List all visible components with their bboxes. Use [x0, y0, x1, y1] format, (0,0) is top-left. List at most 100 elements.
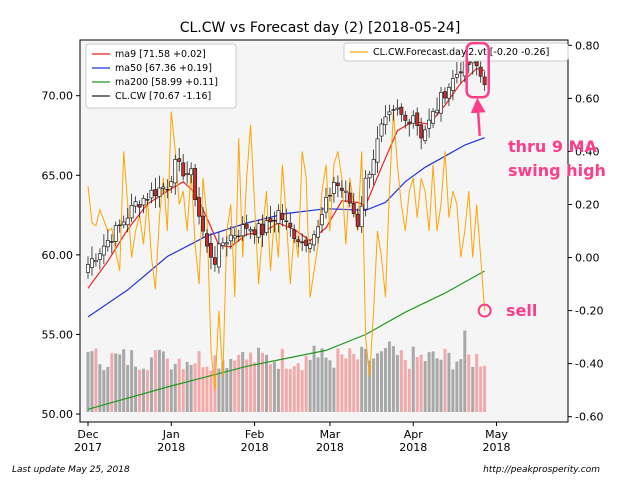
candle-body — [415, 112, 420, 126]
volume-bar — [407, 368, 411, 412]
candle-body — [256, 223, 261, 238]
volume-bar — [356, 359, 360, 412]
candle-body — [435, 109, 439, 114]
candle-body — [232, 235, 237, 239]
candle-body — [419, 124, 424, 139]
candle-body — [371, 159, 376, 176]
volume-bar — [114, 353, 118, 412]
candle-body — [450, 78, 455, 91]
footer-last-update: Last update May 25, 2018 — [12, 465, 130, 475]
volume-bar — [443, 348, 447, 412]
volume-bar — [157, 349, 161, 412]
volume-bar — [169, 369, 173, 412]
candle-body — [359, 205, 364, 228]
x-tick-label: May — [485, 428, 508, 441]
candle-body — [105, 240, 110, 248]
candle-body — [149, 189, 154, 199]
candle-body — [161, 186, 166, 189]
candle-body — [177, 158, 182, 162]
candle-body — [443, 91, 447, 99]
candle-body — [185, 173, 190, 175]
volume-bar — [387, 341, 391, 412]
left-tick-label: 70.00 — [42, 90, 74, 103]
left-axis: 50.00 55.00 60.00 65.00 70.00 — [42, 90, 80, 421]
candle-body — [280, 212, 285, 221]
candle-body — [391, 109, 396, 111]
candle-body — [216, 243, 221, 268]
x-tick-label: 2018 — [316, 441, 344, 454]
volume-bar — [292, 366, 296, 412]
volume-bar — [284, 368, 288, 412]
candle-body — [478, 66, 483, 77]
candle-body — [296, 239, 301, 243]
candle-body — [431, 111, 436, 124]
annotation-thru-9ma: thru 9 MA — [508, 137, 598, 156]
candle-body — [145, 199, 150, 201]
volume-bar — [483, 365, 487, 412]
candle-body — [173, 159, 178, 184]
candle-body — [101, 245, 106, 256]
volume-bar — [205, 366, 209, 412]
candle-body — [482, 76, 487, 85]
x-axis: Dec2017Jan2018Feb2018Mar2018Apr2018May20… — [74, 422, 511, 454]
candle-body — [93, 260, 98, 263]
left-tick-label: 60.00 — [42, 249, 74, 262]
volume-bar — [237, 354, 241, 412]
volume-bar — [439, 359, 443, 412]
volume-bar — [245, 359, 249, 412]
left-tick-label: 55.00 — [42, 328, 74, 341]
right-tick-label: 0.20 — [575, 198, 600, 211]
volume-bar — [229, 358, 233, 412]
volume-bar — [308, 359, 312, 412]
candle-body — [324, 197, 328, 213]
candle-body — [331, 182, 336, 194]
volume-bar — [161, 351, 165, 412]
volume-bar — [475, 353, 479, 412]
legend-label-ma50: ma50 [67.36 +0.19] — [115, 63, 212, 74]
x-tick-label: Jan — [162, 428, 180, 441]
candle-body — [133, 201, 138, 207]
x-tick-label: 2018 — [157, 441, 185, 454]
volume-bar — [320, 348, 324, 412]
volume-bar — [344, 358, 348, 412]
volume-bar — [399, 350, 403, 412]
volume-bar — [142, 368, 146, 412]
candle-body — [165, 188, 170, 191]
volume-bar — [197, 351, 201, 412]
candle-body — [446, 87, 451, 99]
candle-body — [351, 203, 356, 214]
candle-body — [383, 116, 388, 126]
candle-body — [335, 182, 340, 187]
candle-body — [423, 129, 428, 141]
candle-body — [86, 264, 90, 273]
volume-bar — [376, 353, 380, 412]
candle-body — [375, 138, 380, 163]
candle-body — [169, 181, 174, 187]
volume-bar — [126, 365, 130, 412]
volume-bars — [86, 330, 487, 412]
volume-bar — [288, 369, 292, 412]
volume-bar — [90, 351, 94, 412]
volume-bar — [272, 361, 276, 412]
volume-bar — [264, 354, 268, 412]
candle-body — [272, 219, 277, 222]
volume-bar — [221, 360, 225, 412]
volume-bar — [225, 368, 229, 412]
volume-bar — [268, 364, 272, 412]
volume-bar — [261, 353, 265, 412]
candle-body — [407, 121, 412, 125]
candle-body — [97, 253, 102, 260]
right-tick-label: -0.60 — [575, 411, 603, 424]
volume-bar — [233, 360, 237, 412]
legend-label-ma9: ma9 [71.58 +0.02] — [115, 49, 206, 60]
volume-bar — [98, 364, 102, 412]
volume-bar — [395, 355, 399, 412]
candle-body — [439, 92, 443, 114]
volume-bar — [296, 363, 300, 412]
volume-bar — [280, 348, 284, 412]
volume-bar — [276, 368, 280, 412]
volume-bar — [471, 366, 475, 412]
candle-body — [212, 257, 217, 265]
candle-body — [157, 187, 162, 197]
